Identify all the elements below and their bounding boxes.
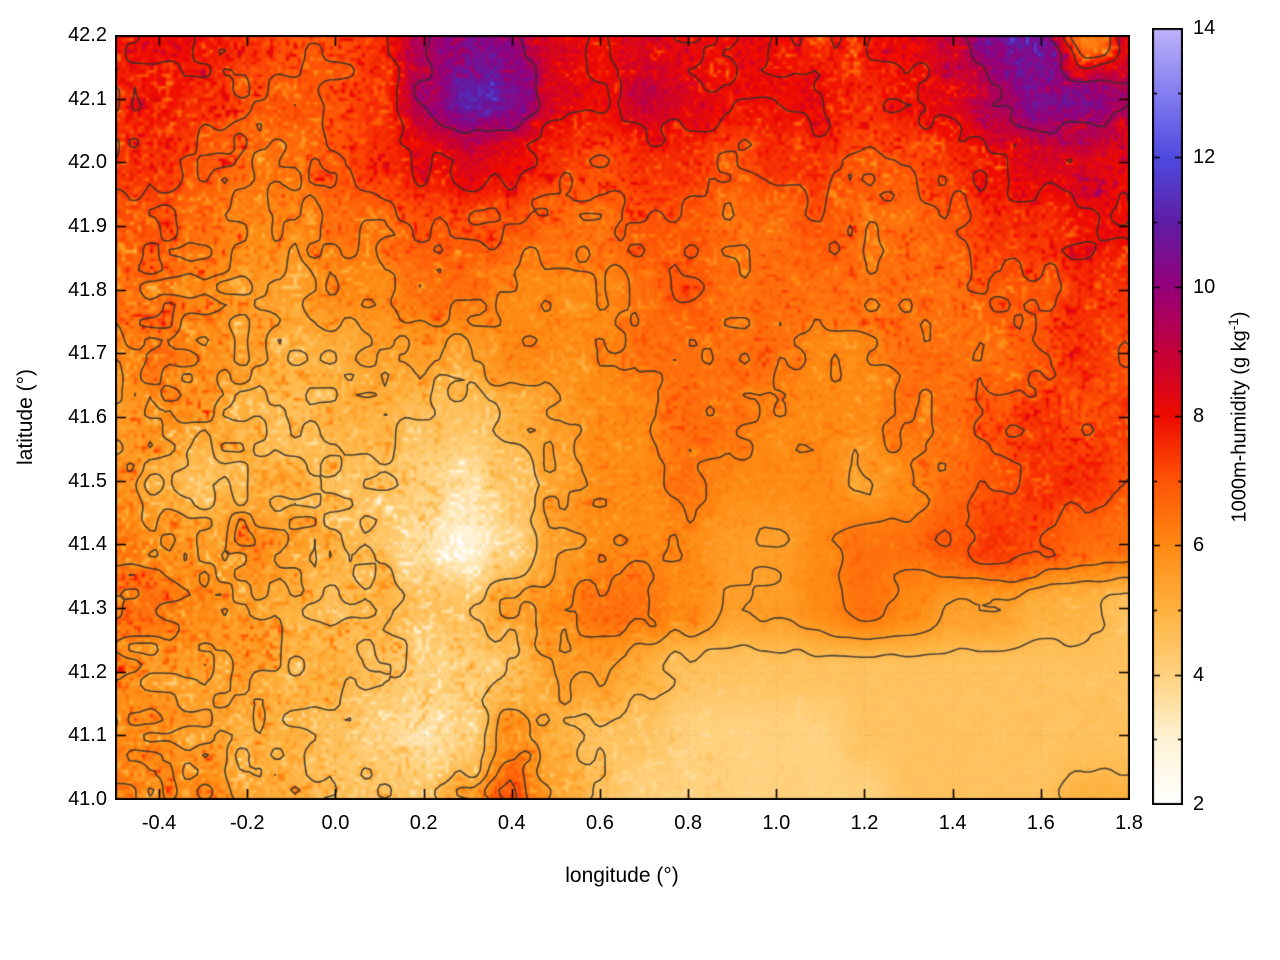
colorbar-tick-label: 6 (1193, 534, 1205, 557)
x-axis-label: longitude (°) (565, 864, 679, 887)
colorbar-axis-label: 1000m-humidity (g kg-1) (1226, 262, 1254, 572)
y-tick-label: 41.2 (68, 660, 107, 683)
plot-area (115, 35, 1130, 800)
y-tick-label: 42.2 (68, 24, 107, 46)
colorbar-label-close: ) (1228, 311, 1251, 319)
y-tick-label: 42.0 (68, 151, 107, 174)
x-tick-label: 0.6 (586, 812, 614, 834)
x-tick-label: 1.8 (1115, 812, 1143, 834)
x-tick-label: 0.8 (674, 812, 703, 834)
colorbar-tick-label: 14 (1193, 17, 1216, 39)
colorbar-tick-label: 4 (1193, 663, 1205, 686)
colorbar-label-superscript: -1 (1226, 318, 1241, 331)
colorbar-canvas (1152, 28, 1183, 805)
x-tick-label: 1.6 (1026, 812, 1055, 834)
colorbar-tick-label: 8 (1193, 405, 1205, 427)
y-tick-label: 41.0 (68, 788, 107, 810)
y-tick-label: 41.5 (68, 469, 107, 492)
y-tick-label: 41.6 (68, 406, 107, 428)
colorbar-label-text: 1000m-humidity (g kg (1228, 330, 1251, 523)
x-tick-label: 1.4 (938, 812, 967, 834)
x-tick-label: 0.2 (409, 812, 438, 834)
y-tick-label: 41.1 (68, 724, 107, 747)
x-tick-label: 0.0 (321, 812, 350, 834)
colorbar-tick-label: 10 (1193, 275, 1216, 298)
y-tick-label: 41.9 (68, 215, 107, 237)
x-tick-label: -0.4 (141, 812, 177, 834)
colorbar-tick-label: 2 (1193, 793, 1205, 815)
y-tick-label: 41.8 (68, 278, 107, 301)
y-axis-label: latitude (°) (14, 369, 37, 465)
x-tick-label: 0.4 (497, 812, 526, 834)
heatmap-canvas (115, 35, 1130, 800)
y-tick-label: 41.7 (68, 342, 107, 365)
colorbar-tick-label: 12 (1193, 146, 1216, 169)
x-tick-label: -0.2 (230, 812, 265, 834)
y-tick-label: 42.1 (68, 87, 107, 110)
x-tick-label: 1.0 (762, 812, 791, 834)
x-tick-label: 1.2 (850, 812, 879, 834)
y-tick-label: 41.4 (68, 533, 107, 556)
y-tick-label: 41.3 (68, 597, 107, 619)
